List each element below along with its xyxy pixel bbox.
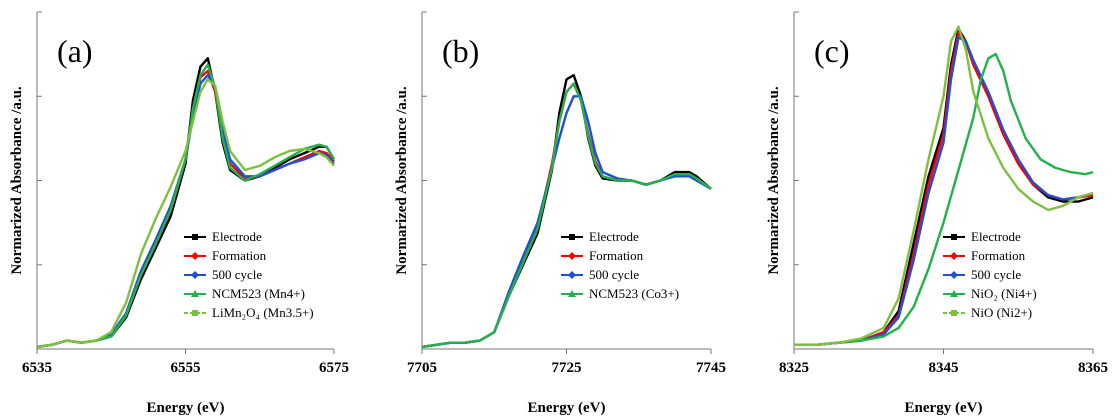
legend-label: NCM523 (Co3+) <box>589 286 679 301</box>
x-tick-label: 6575 <box>319 360 349 376</box>
legend-marker <box>568 290 576 297</box>
legend-label: Formation <box>971 248 1026 263</box>
legend-marker <box>191 252 199 260</box>
x-tick-label: 7745 <box>696 360 726 376</box>
series-line <box>794 25 1094 346</box>
panel-label: (b) <box>442 33 479 69</box>
x-tick-label: 6535 <box>22 360 52 376</box>
series-line <box>794 31 1094 346</box>
legend-label: NCM523 (Mn4+) <box>212 286 305 301</box>
x-axis-title: Energy (eV) <box>905 400 983 416</box>
legend-marker <box>951 310 957 316</box>
series-line <box>36 78 335 349</box>
y-axis-title: Normarized Absorbance /a.u. <box>394 86 410 275</box>
y-axis-title: Normarized Absorbance /a.u. <box>9 86 25 275</box>
legend-label: 500 cycle <box>589 267 639 282</box>
legend-marker <box>950 252 958 260</box>
legend-label: NiO₂ (Ni4+) <box>971 286 1037 301</box>
legend-label: 500 cycle <box>971 267 1021 282</box>
series-line <box>421 82 712 349</box>
series-line <box>794 52 1094 346</box>
legend-marker <box>568 271 576 279</box>
series-line <box>421 95 712 349</box>
legend-marker <box>192 310 198 316</box>
legend-label: Formation <box>589 248 644 263</box>
y-axis-title: Normarized Absorbance /a.u. <box>766 86 782 275</box>
series-line <box>794 36 1094 346</box>
x-axis-title: Energy (eV) <box>147 400 225 416</box>
legend-marker <box>950 271 958 279</box>
x-tick-label: 8365 <box>1078 360 1108 376</box>
series-line <box>36 57 336 349</box>
panel-label: (a) <box>57 33 93 69</box>
panel-label: (c) <box>814 33 850 69</box>
x-tick-label: 7725 <box>552 360 582 376</box>
x-tick-label: 8345 <box>929 360 959 376</box>
legend-marker <box>568 252 576 260</box>
series-line <box>794 27 1094 346</box>
legend-label: NiO (Ni2+) <box>971 305 1032 320</box>
legend-label: Electrode <box>589 229 639 244</box>
legend-marker <box>950 290 958 297</box>
legend-label: 500 cycle <box>212 267 262 282</box>
legend-marker <box>569 234 575 240</box>
x-tick-label: 6555 <box>171 360 201 376</box>
legend-marker <box>191 290 199 297</box>
x-tick-label: 8325 <box>779 360 809 376</box>
legend-label: Electrode <box>971 229 1021 244</box>
legend-marker <box>191 271 199 279</box>
legend-marker <box>951 234 957 240</box>
legend-marker <box>192 234 198 240</box>
series-line <box>421 82 712 349</box>
legend-label: Electrode <box>212 229 262 244</box>
x-tick-label: 7705 <box>407 360 437 376</box>
legend-label: Formation <box>212 248 267 263</box>
legend-label: LiMn₂O₄ (Mn3.5+) <box>212 305 314 320</box>
x-axis-title: Energy (eV) <box>528 400 606 416</box>
